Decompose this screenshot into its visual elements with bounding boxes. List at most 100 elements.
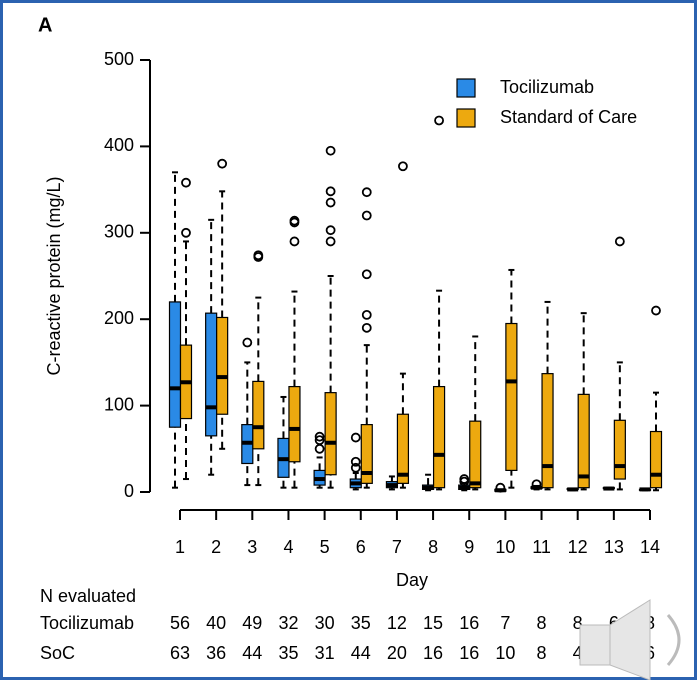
table-cell: 36 — [206, 643, 226, 663]
y-tick-label: 500 — [104, 49, 134, 69]
outlier — [242, 337, 253, 348]
box — [324, 392, 337, 476]
table-cell: 15 — [423, 613, 443, 633]
outlier — [181, 227, 191, 238]
outlier — [325, 197, 336, 208]
table-cell: 35 — [278, 643, 298, 663]
box — [577, 393, 590, 489]
legend-label: Standard of Care — [500, 107, 637, 127]
table-cell: 16 — [423, 643, 443, 663]
table-cell: 8 — [573, 613, 583, 633]
table-cell: 20 — [387, 643, 407, 663]
table-cell: 31 — [315, 643, 335, 663]
table-cell: 8 — [537, 643, 547, 663]
outlier — [361, 269, 372, 280]
table-cell: 40 — [206, 613, 226, 633]
outlier — [614, 236, 625, 247]
table-cell: 16 — [459, 643, 479, 663]
outlier — [314, 431, 325, 442]
outlier — [289, 215, 300, 226]
outlier — [361, 210, 372, 221]
table-cell: 63 — [170, 643, 190, 663]
y-axis-label: C-reactive protein (mg/L) — [44, 176, 64, 375]
box — [360, 424, 373, 484]
x-tick-label: 11 — [532, 537, 551, 557]
x-tick-label: 10 — [495, 537, 515, 557]
x-tick-label: 7 — [392, 537, 402, 557]
table-cell: 49 — [242, 613, 262, 633]
x-tick-label: 1 — [175, 537, 185, 557]
outlier — [350, 456, 361, 467]
box — [541, 373, 554, 489]
table-cell: 30 — [315, 613, 335, 633]
outlier — [361, 187, 372, 198]
box — [649, 430, 663, 489]
box — [216, 316, 229, 415]
outlier — [495, 482, 506, 493]
speaker-icon[interactable] — [579, 599, 681, 680]
legend-swatch — [456, 78, 476, 98]
box — [205, 312, 218, 437]
table-cell: 7 — [500, 613, 510, 633]
table-row-label: Tocilizumab — [40, 613, 134, 633]
box — [505, 322, 518, 471]
box — [168, 301, 182, 428]
outlier — [253, 250, 264, 261]
outlier — [289, 236, 300, 247]
outlier — [325, 186, 336, 197]
table-cell: 12 — [387, 613, 407, 633]
y-tick-label: 100 — [104, 394, 134, 414]
outlier — [350, 432, 361, 443]
box — [432, 385, 446, 489]
box — [252, 380, 265, 450]
table-row-label: SoC — [40, 643, 75, 663]
box — [288, 385, 301, 463]
x-tick-label: 13 — [604, 537, 624, 557]
panel-label: A — [38, 14, 52, 36]
legend-label: Tocilizumab — [500, 77, 594, 97]
outlier — [531, 479, 542, 490]
outlier — [314, 435, 325, 446]
x-tick-label: 3 — [247, 537, 257, 557]
x-tick-label: 12 — [568, 537, 588, 557]
outlier — [325, 145, 336, 156]
table-cell: 56 — [170, 613, 190, 633]
outlier — [434, 115, 444, 126]
y-tick-label: 0 — [124, 481, 134, 501]
x-tick-label: 5 — [320, 537, 330, 557]
table-cell: 32 — [278, 613, 298, 633]
table-cell: 16 — [459, 613, 479, 633]
box — [469, 420, 482, 489]
table-cell: 44 — [242, 643, 262, 663]
outlier — [350, 462, 361, 473]
table-cell: 8 — [537, 613, 547, 633]
x-tick-label: 9 — [464, 537, 474, 557]
x-tick-label: 6 — [356, 537, 366, 557]
outlier — [459, 474, 470, 484]
y-tick-label: 400 — [104, 135, 134, 155]
legend-swatch — [456, 108, 476, 128]
table-cell: 10 — [495, 643, 515, 663]
outlier — [217, 158, 228, 169]
box — [613, 419, 626, 480]
y-tick-label: 300 — [104, 222, 134, 242]
table-cell: 35 — [351, 613, 371, 633]
y-tick-label: 200 — [104, 308, 134, 328]
x-axis-label: Day — [396, 570, 428, 590]
x-tick-label: 4 — [283, 537, 293, 557]
outlier — [361, 309, 372, 320]
outlier — [361, 322, 372, 333]
outlier — [325, 236, 336, 247]
x-tick-label: 2 — [211, 537, 221, 557]
x-tick-label: 14 — [640, 537, 660, 557]
outlier — [651, 305, 661, 316]
box — [396, 413, 410, 484]
x-tick-label: 8 — [428, 537, 438, 557]
outlier — [181, 177, 191, 188]
outlier — [325, 225, 336, 236]
table-title: N evaluated — [40, 586, 136, 606]
table-cell: 4 — [573, 643, 583, 663]
